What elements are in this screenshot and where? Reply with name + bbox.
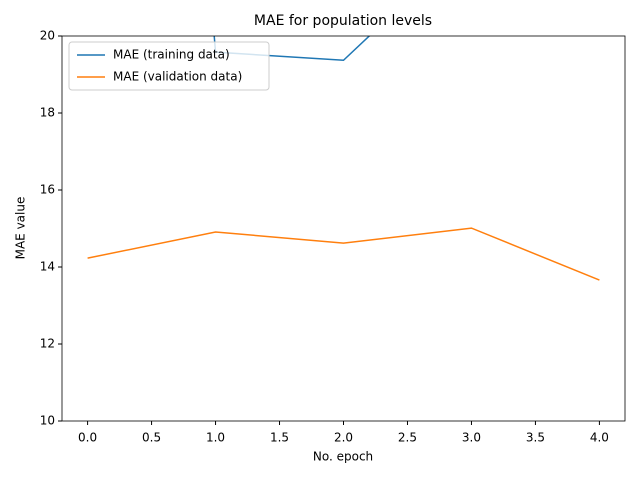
x-tick-label: 2.5 (398, 431, 417, 445)
x-axis-label: No. epoch (313, 450, 373, 464)
data-line (213, 36, 371, 62)
axes-frame (61, 35, 626, 422)
x-tick-label: 3.5 (526, 431, 545, 445)
y-tick-label: 20 (40, 29, 55, 43)
x-tick-label: 0.5 (142, 431, 161, 445)
x-tick-label: 0.0 (78, 431, 97, 445)
x-tick-label: 3.0 (462, 431, 481, 445)
legend-label: MAE (training data) (113, 48, 230, 62)
y-tick-label: 16 (40, 183, 55, 197)
x-tick-label: 1.5 (270, 431, 289, 445)
y-tick-label: 18 (40, 106, 55, 120)
x-tick-label: 4.0 (590, 431, 609, 445)
y-axis-label: MAE value (14, 197, 28, 260)
data-line (87, 227, 600, 281)
chart-title: MAE for population levels (254, 13, 432, 29)
legend-box (68, 41, 270, 91)
x-tick-label: 1.0 (206, 431, 225, 445)
plot-area (87, 36, 600, 281)
y-tick-label: 10 (40, 414, 55, 428)
x-tick-label: 2.0 (334, 431, 353, 445)
y-tick-label: 12 (40, 337, 55, 351)
y-tick-label: 14 (40, 260, 55, 274)
legend-label: MAE (validation data) (113, 70, 242, 84)
